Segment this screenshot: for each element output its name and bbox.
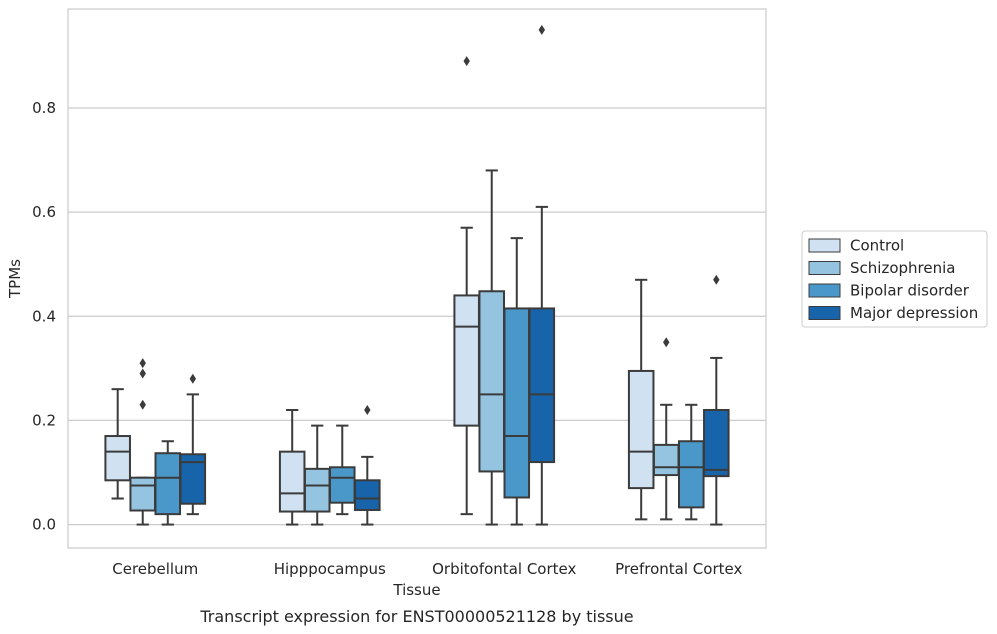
y-tick-label: 0.4 [32,307,56,325]
box-plot [503,237,531,526]
box-plot [478,169,505,526]
box [627,369,655,490]
y-tick-label: 0.2 [32,411,56,429]
box [703,408,730,478]
box [528,307,556,464]
y-axis-label: TPMs [6,259,24,299]
box [129,476,156,512]
box-plot [104,388,131,500]
y-axis-ticks: 0.0 0.2 0.4 0.6 0.8 [32,99,56,534]
legend-swatch [808,283,841,298]
box-plot [303,424,331,526]
x-axis-label: Tissue [392,581,440,599]
box-plot [627,278,655,521]
box-plot [129,358,156,526]
box [678,440,705,509]
outlier-marker [139,399,146,410]
legend-label: Major depression [850,304,978,322]
legend-label: Schizophrenia [850,259,955,277]
gridlines [68,107,766,526]
outlier-marker [713,274,720,285]
y-tick-label: 0.6 [32,203,56,221]
legend-label: Control [850,237,904,255]
outlier-marker [364,404,371,415]
outlier-marker [189,373,197,384]
legend-swatch [808,238,841,253]
legend-frame [801,230,988,328]
box-plot [354,404,381,526]
x-tick-label: Orbitofontal Cortex [432,560,576,578]
box-plot [678,403,705,521]
box [154,452,182,516]
plot-frame [67,8,767,549]
category-group [627,274,730,526]
box-plot [652,337,680,521]
legend-item: Major depression [808,304,978,322]
legend-label: Bipolar disorder [850,282,970,300]
y-tick-label: 0.8 [32,99,56,117]
legend: Control Schizophrenia Bipolar disorder Majo… [801,230,988,328]
box-plot [703,274,730,526]
legend-swatch [808,261,841,275]
outlier-marker [463,56,470,67]
outlier-marker [139,358,146,369]
box-plot [278,408,306,526]
legend-item: Schizophrenia [808,259,955,277]
outlier-marker [663,337,670,348]
legend-item: Control [808,237,904,255]
box-groups [104,24,730,526]
x-axis-ticks: Cerebellum Hipppocampus Orbitofontal Corte… [112,560,742,578]
chart-caption: Transcript expression for ENST0000052112… [199,607,633,626]
x-tick-label: Hipppocampus [274,560,386,578]
box-plot [528,24,556,526]
legend-items: Control Schizophrenia Bipolar disorder Majo… [808,237,978,322]
category-group [453,24,556,526]
legend-swatch [808,306,841,320]
box [503,307,531,499]
x-tick-label: Cerebellum [112,560,198,578]
box [329,466,356,504]
y-tick-label: 0.0 [32,516,56,534]
box [478,290,505,473]
box [354,479,381,511]
category-group [104,358,207,526]
box [278,450,306,513]
box-plot [154,440,182,526]
box [652,443,680,477]
box [104,435,131,482]
category-group [278,404,381,526]
box [453,294,480,427]
x-tick-label: Prefrontal Cortex [615,560,742,578]
outlier-marker [139,368,146,379]
box-plot [179,373,207,516]
legend-item: Bipolar disorder [808,282,970,300]
outlier-marker [538,24,546,35]
box [303,467,331,513]
